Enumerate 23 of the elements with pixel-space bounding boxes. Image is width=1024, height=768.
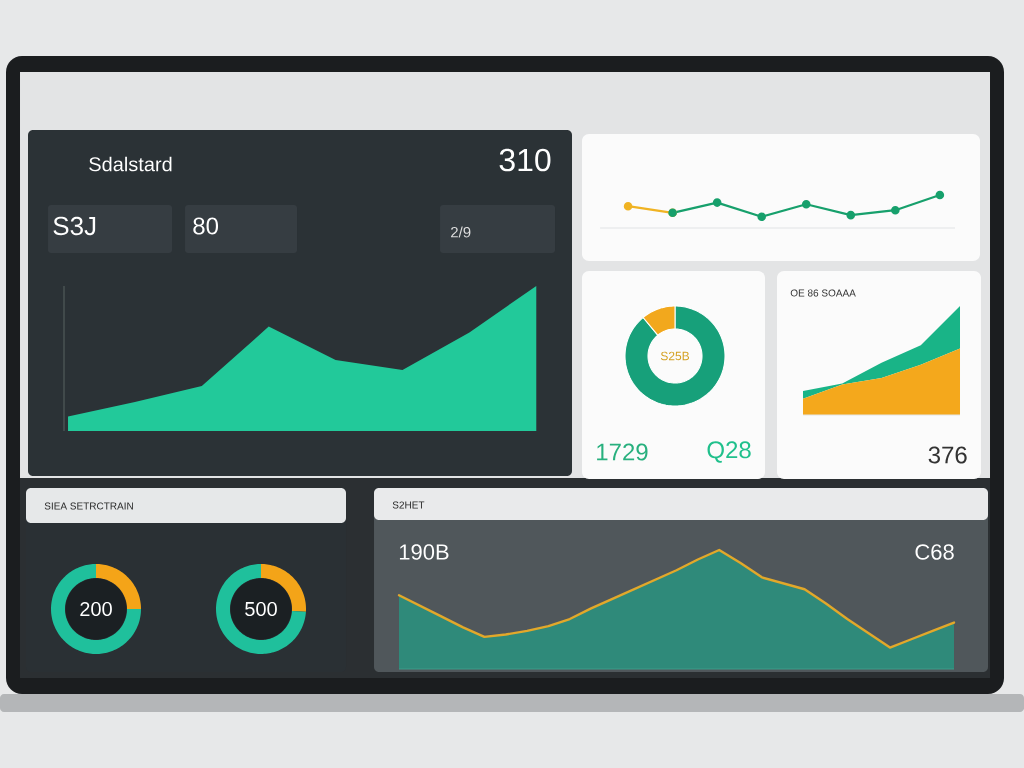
point bbox=[891, 205, 900, 215]
text: S25B bbox=[660, 351, 690, 361]
annotation: C68 bbox=[915, 544, 954, 560]
text: S3J bbox=[53, 216, 96, 236]
text: 80 bbox=[193, 217, 219, 235]
point bbox=[623, 201, 633, 211]
text: 310 bbox=[499, 148, 551, 172]
text: 2/9 bbox=[451, 226, 471, 238]
point bbox=[846, 210, 856, 220]
point bbox=[757, 212, 766, 222]
text: Q28 bbox=[707, 441, 751, 463]
chart-title: S2HET bbox=[392, 501, 425, 509]
text: 500 bbox=[245, 601, 277, 617]
chart-title: OE 86 SOAAA bbox=[790, 289, 856, 297]
annotation: 190B bbox=[399, 544, 449, 560]
point bbox=[712, 198, 722, 207]
text: 376 bbox=[928, 446, 967, 464]
text: 200 bbox=[80, 601, 112, 617]
chart-title: SIEA SETRCTRAIN bbox=[44, 502, 133, 510]
point bbox=[935, 190, 945, 200]
text: 1729 bbox=[597, 443, 648, 461]
point bbox=[801, 199, 811, 209]
text: Sdalstard bbox=[89, 156, 172, 172]
